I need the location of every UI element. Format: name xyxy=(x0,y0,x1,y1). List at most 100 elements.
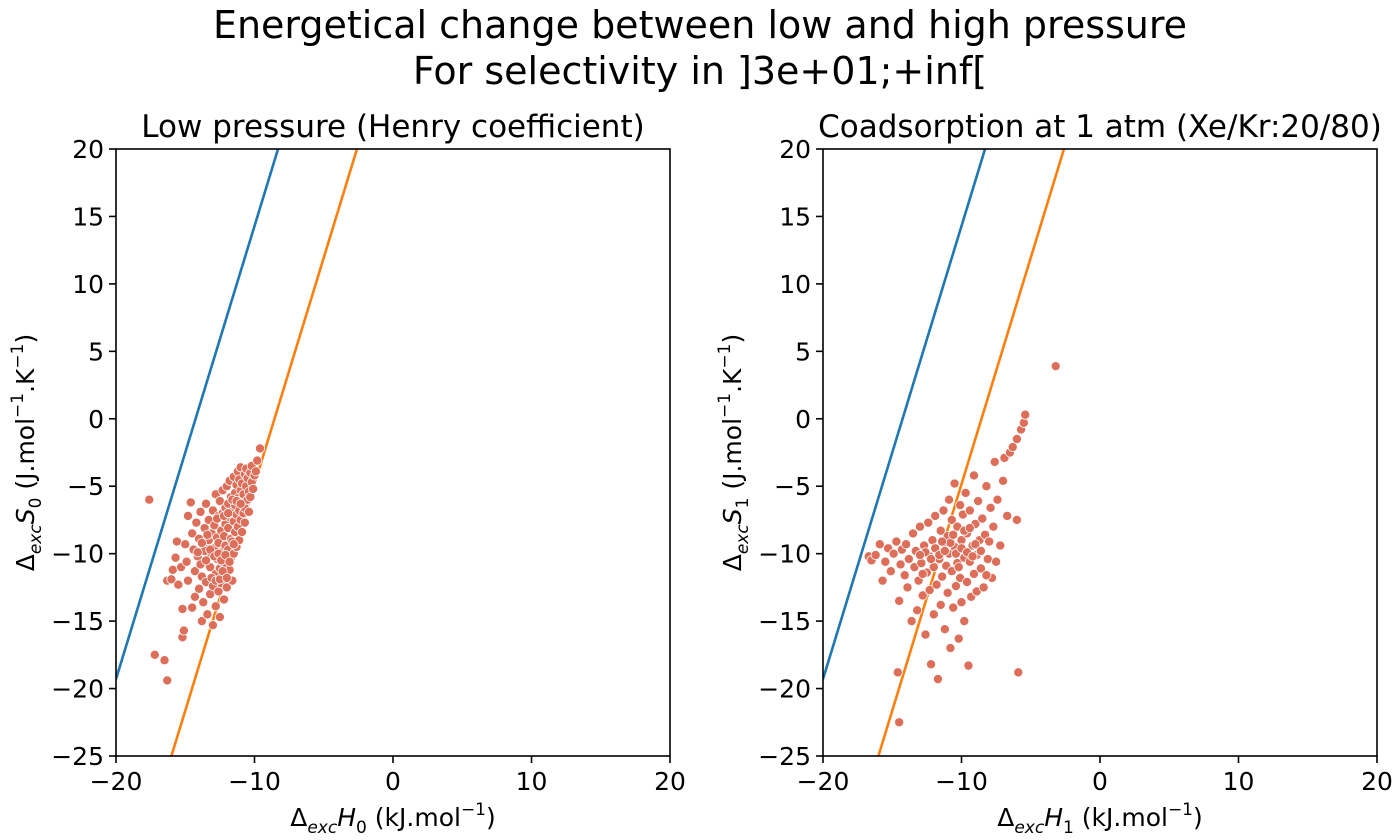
scatter-point xyxy=(243,506,254,517)
scatter-point xyxy=(202,609,213,620)
scatter-point xyxy=(171,536,182,547)
y-tick-label: 10 xyxy=(72,270,104,299)
y-tick-label: −20 xyxy=(758,675,811,704)
scatter-point xyxy=(874,539,885,550)
scatter-point xyxy=(219,594,230,605)
scatter-point xyxy=(237,527,248,538)
scatter-point xyxy=(973,496,984,507)
x-tick-label: −10 xyxy=(935,767,988,796)
scatter-point xyxy=(985,502,996,513)
scatter-point xyxy=(935,599,946,610)
scatter-point xyxy=(978,582,989,593)
plot-area xyxy=(823,149,1066,756)
scatter-point xyxy=(870,550,881,561)
scatter-point xyxy=(880,556,891,567)
scatter-point xyxy=(187,528,198,539)
scatter-point xyxy=(1011,514,1022,525)
scatter-point xyxy=(1013,667,1024,678)
scatter-point xyxy=(908,528,919,539)
scatter-point xyxy=(912,605,923,616)
scatter-point xyxy=(968,568,979,579)
x-tick-label: 20 xyxy=(1361,767,1393,796)
scatter-point xyxy=(953,633,964,644)
scatter-point xyxy=(181,556,192,567)
figure-title: Energetical change between low and high … xyxy=(0,2,1400,94)
scatter-point xyxy=(196,537,207,548)
y-tick-label: 5 xyxy=(795,337,811,366)
scatter-point xyxy=(953,562,964,573)
scatter-point xyxy=(916,558,927,569)
figure-title-line-2: For selectivity in ]3e+01;+inf[ xyxy=(412,49,988,93)
scatter-point xyxy=(891,536,902,547)
panel-title: Coadsorption at 1 atm (Xe/Kr:20/80) xyxy=(818,109,1382,145)
scatter-point xyxy=(981,481,992,492)
scatter-point xyxy=(189,566,200,577)
y-tick-label: 20 xyxy=(779,135,811,164)
blue-reference-line xyxy=(823,149,987,680)
figure-title-line-1: Energetical change between low and high … xyxy=(212,3,1188,47)
scatter-point xyxy=(1020,409,1031,420)
scatter-point xyxy=(1002,510,1013,521)
y-tick-label: 15 xyxy=(72,202,104,231)
scatter-point xyxy=(981,570,992,581)
scatter-point xyxy=(901,539,912,550)
y-tick-label: −10 xyxy=(51,540,104,569)
scatter-point xyxy=(214,612,225,623)
y-tick-label: −20 xyxy=(51,675,104,704)
scatter-point xyxy=(932,674,943,685)
scatter-point xyxy=(923,517,934,528)
scatter-point xyxy=(210,601,221,612)
scatter-point xyxy=(201,498,212,509)
scatter-point xyxy=(984,536,995,547)
scatter-point xyxy=(998,475,1009,486)
scatter-point xyxy=(189,591,200,602)
scatter-point xyxy=(223,508,234,519)
scatter-point xyxy=(935,525,946,536)
x-tick-label: −20 xyxy=(797,767,850,796)
scatter-point xyxy=(202,529,213,540)
scatter-point xyxy=(167,564,178,575)
scatter-point xyxy=(928,609,939,620)
scatter-point xyxy=(968,470,979,481)
scatter-point xyxy=(967,551,978,562)
x-tick-label: 10 xyxy=(1223,767,1255,796)
scatter-point xyxy=(894,717,905,728)
scatter-point xyxy=(964,505,975,516)
y-tick-label: −25 xyxy=(758,742,811,771)
x-tick-label: −20 xyxy=(90,767,143,796)
y-tick-label: 10 xyxy=(779,270,811,299)
y-tick-label: −5 xyxy=(774,472,811,501)
scatter-point xyxy=(917,568,928,579)
scatter-point xyxy=(942,587,953,598)
scatter-point xyxy=(988,521,999,532)
y-tick-label: −10 xyxy=(758,540,811,569)
y-tick-label: −5 xyxy=(67,472,104,501)
x-tick-label: 10 xyxy=(516,767,548,796)
scatter-point xyxy=(159,655,170,666)
scatter-point xyxy=(902,582,913,593)
scatter-point xyxy=(917,590,928,601)
scatter-point xyxy=(949,478,960,489)
scatter-point xyxy=(989,456,1000,467)
scatter-point xyxy=(194,583,205,594)
scatter-point xyxy=(944,494,955,505)
scatter-point xyxy=(920,629,931,640)
scatter-point xyxy=(930,510,941,521)
scatter-point xyxy=(180,539,191,550)
scatter-point xyxy=(955,500,966,511)
scatter-point xyxy=(899,570,910,581)
scatter-point xyxy=(964,523,975,534)
scatter-point xyxy=(877,575,888,586)
scatter-point xyxy=(201,555,212,566)
scatter-point xyxy=(196,616,207,627)
x-tick-label: −10 xyxy=(228,767,281,796)
scatter-point xyxy=(924,585,935,596)
orange-reference-line xyxy=(877,149,1066,756)
scatter-point xyxy=(187,602,198,613)
scatter-point xyxy=(1050,361,1061,372)
scatter-point xyxy=(914,521,925,532)
y-axis-label: ΔexcS1 (J.mol−1.K−1) xyxy=(715,334,753,572)
scatter-point xyxy=(162,675,173,686)
scatter-point xyxy=(960,487,971,498)
